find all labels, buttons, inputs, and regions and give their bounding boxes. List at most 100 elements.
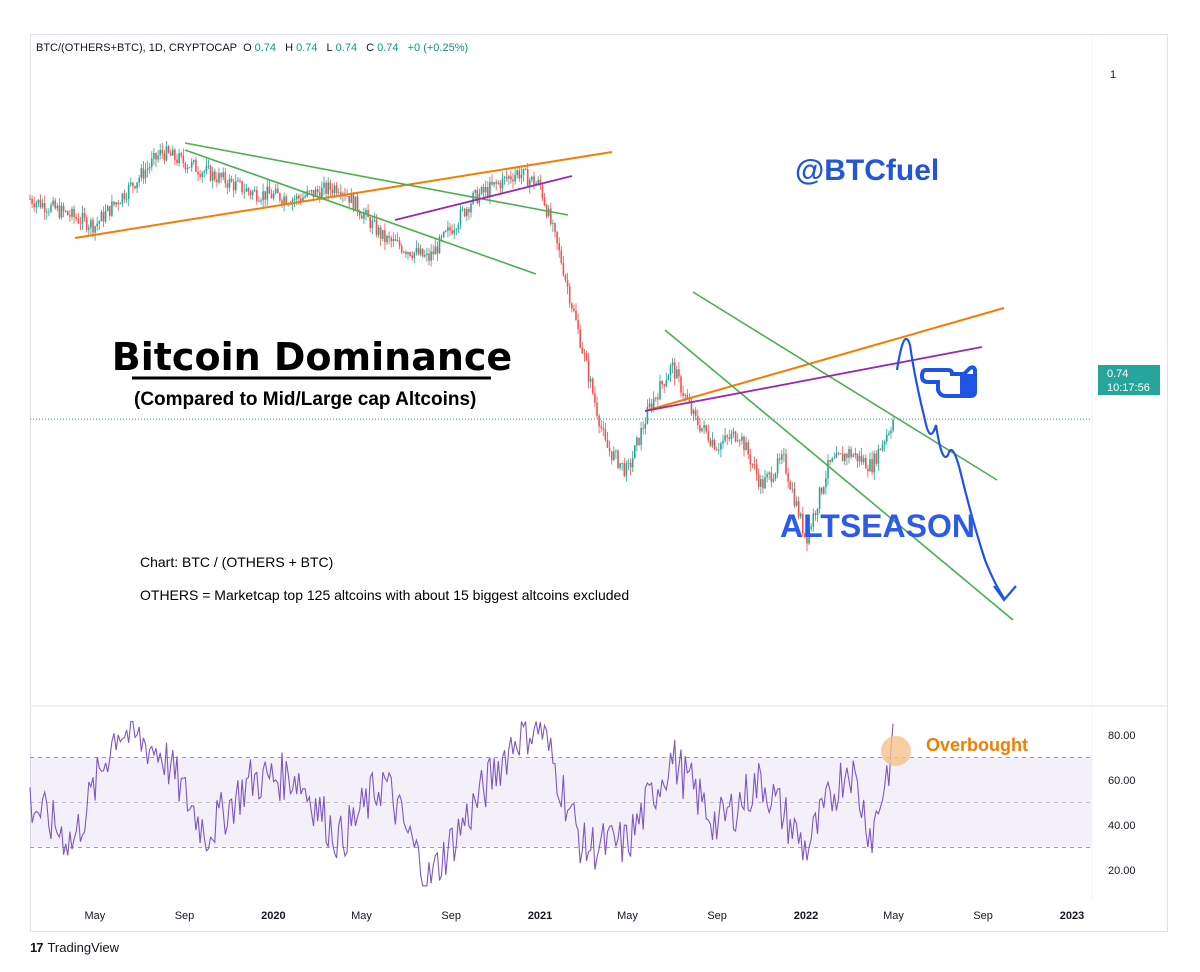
candle (726, 435, 728, 438)
candle (180, 153, 182, 156)
candle (270, 193, 273, 199)
candle (556, 231, 558, 244)
x-tick-label: 2022 (794, 910, 818, 922)
candle (123, 193, 126, 200)
candle (58, 205, 61, 218)
candle (867, 468, 869, 472)
candle (699, 425, 701, 432)
candle (697, 416, 699, 426)
footer[interactable]: 17 TradingView (30, 940, 119, 955)
candle (319, 192, 321, 200)
candle (459, 209, 462, 225)
candle (560, 250, 563, 264)
trendline-green-2-upper (692, 291, 998, 481)
candle (56, 205, 59, 209)
candle (220, 173, 222, 178)
candle (667, 375, 670, 381)
candle (432, 251, 434, 255)
candle (650, 403, 653, 409)
overbought-marker (881, 736, 911, 766)
candle (858, 455, 861, 462)
candle (424, 255, 426, 257)
candle (659, 381, 661, 400)
y-tick-1: 1 (1110, 69, 1116, 81)
candle (741, 436, 743, 441)
candle (468, 208, 470, 213)
candle (316, 189, 319, 193)
candle (98, 221, 101, 224)
candle (178, 153, 180, 164)
candle (846, 453, 848, 458)
candle (75, 217, 77, 219)
candle (69, 215, 71, 217)
candle (720, 443, 722, 450)
candle (182, 155, 185, 164)
candle (33, 203, 35, 208)
overbought-label: Overbought (926, 735, 1028, 755)
symbol-name[interactable]: BTC/(OTHERS+BTC), 1D, CRYPTOCAP (36, 42, 237, 54)
candle (602, 427, 605, 430)
candle (350, 193, 353, 203)
candle (119, 203, 122, 205)
candle (493, 182, 495, 185)
candle (329, 182, 332, 190)
candle (852, 455, 854, 457)
candle (529, 179, 531, 186)
candle (117, 202, 119, 205)
trendline-green-upper (184, 142, 569, 216)
candle (457, 224, 460, 230)
candle (888, 433, 890, 435)
candle (610, 451, 613, 461)
candle (673, 362, 676, 379)
candle (115, 202, 117, 205)
candle (848, 449, 850, 458)
candle (361, 215, 363, 219)
tradingview-logo-icon: 17 (30, 940, 44, 955)
candle (879, 448, 882, 450)
candle (711, 439, 714, 446)
candle (428, 253, 430, 261)
candle (356, 196, 359, 212)
candle (564, 275, 567, 281)
candle (262, 191, 264, 201)
candle (199, 174, 201, 177)
candle (522, 168, 525, 175)
candle (102, 212, 105, 222)
price-tag: 0.74 10:17:56 (1098, 365, 1160, 395)
candle (291, 199, 294, 205)
candle (678, 369, 680, 377)
candle (266, 186, 269, 200)
candle (799, 513, 802, 517)
candle (111, 201, 113, 216)
candle (881, 444, 884, 450)
candle (892, 419, 894, 431)
candle (684, 394, 686, 396)
candle (875, 453, 878, 464)
candle (142, 168, 145, 179)
candle (795, 501, 798, 506)
candle (268, 186, 271, 194)
x-tick-label: May (84, 910, 105, 922)
candle (547, 208, 550, 217)
candle (837, 453, 840, 455)
candle (218, 173, 220, 183)
candle (323, 182, 325, 188)
candle (472, 192, 474, 204)
rsi-line (29, 720, 894, 887)
candle (823, 487, 825, 494)
altseason-label: ALTSEASON (780, 508, 975, 544)
candle (426, 253, 428, 256)
candle (749, 454, 752, 465)
candle (195, 160, 197, 172)
candle (682, 392, 684, 396)
pointing-hand-icon (919, 365, 977, 398)
candle (615, 450, 617, 452)
candle (877, 448, 880, 464)
candle (295, 195, 298, 200)
candle (29, 198, 31, 200)
candle (783, 453, 785, 455)
candle (862, 458, 865, 463)
candle (106, 206, 109, 212)
candle (642, 428, 644, 429)
